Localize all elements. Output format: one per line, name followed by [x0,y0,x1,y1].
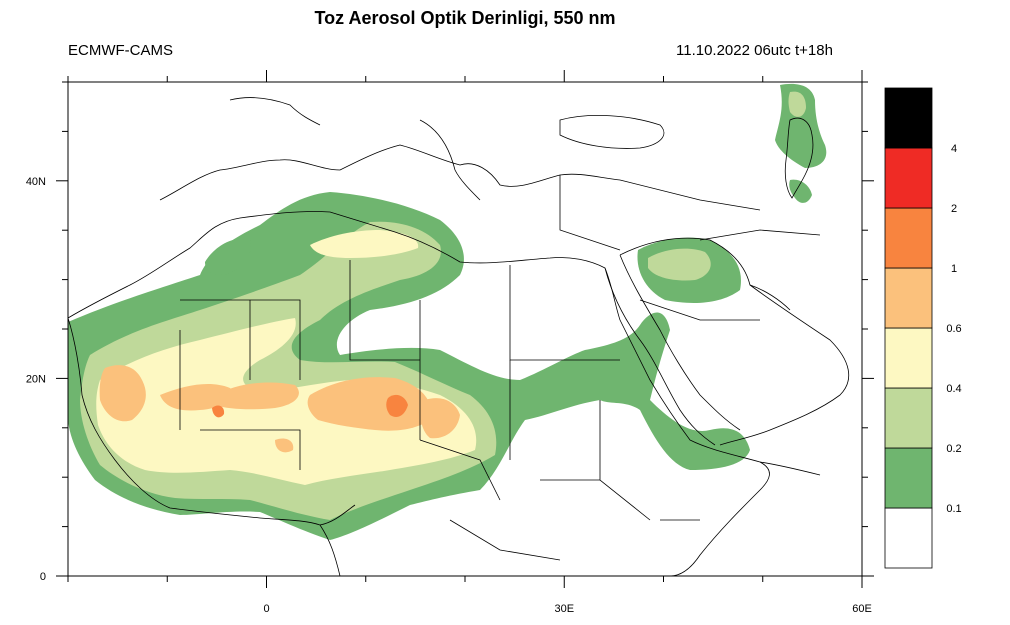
map-title: Toz Aerosol Optik Derinligi, 550 nm [314,8,616,28]
aod-layer-0.6-1 [99,365,460,453]
coastlines [68,97,849,576]
legend-label: 4 [951,143,957,155]
legend-swatch [884,207,933,269]
legend-label: 0.4 [946,383,961,395]
legend-swatch [884,447,933,509]
y-tick-label: 0 [40,571,46,583]
legend-label: 0.2 [946,443,961,455]
colorbar-legend: 0.1 0.2 0.4 0.6 1 2 4 [884,87,962,569]
legend-swatch [884,147,933,209]
legend-label: 0.1 [946,503,961,515]
legend-swatch [884,507,933,569]
forecast-time-label: 11.10.2022 06utc t+18h [676,42,833,59]
y-tick-label: 20N [26,373,46,385]
legend-label: 0.6 [946,323,961,335]
legend-swatch [884,327,933,389]
source-label: ECMWF-CAMS [68,42,173,59]
x-tick-label: 30E [554,603,574,615]
legend-swatch [884,87,933,149]
legend-label: 2 [951,203,957,215]
x-tick-label: 0 [263,603,269,615]
x-tick-label: 60E [852,603,872,615]
y-axis: 0 20N 40N [26,81,874,583]
legend-swatch [884,267,933,329]
aod-layer-1-2 [212,394,408,418]
map-area [68,82,862,576]
x-axis: 0 30E 60E [67,70,872,615]
legend-label: 1 [951,263,957,275]
y-tick-label: 40N [26,176,46,188]
legend-swatch [884,387,933,449]
